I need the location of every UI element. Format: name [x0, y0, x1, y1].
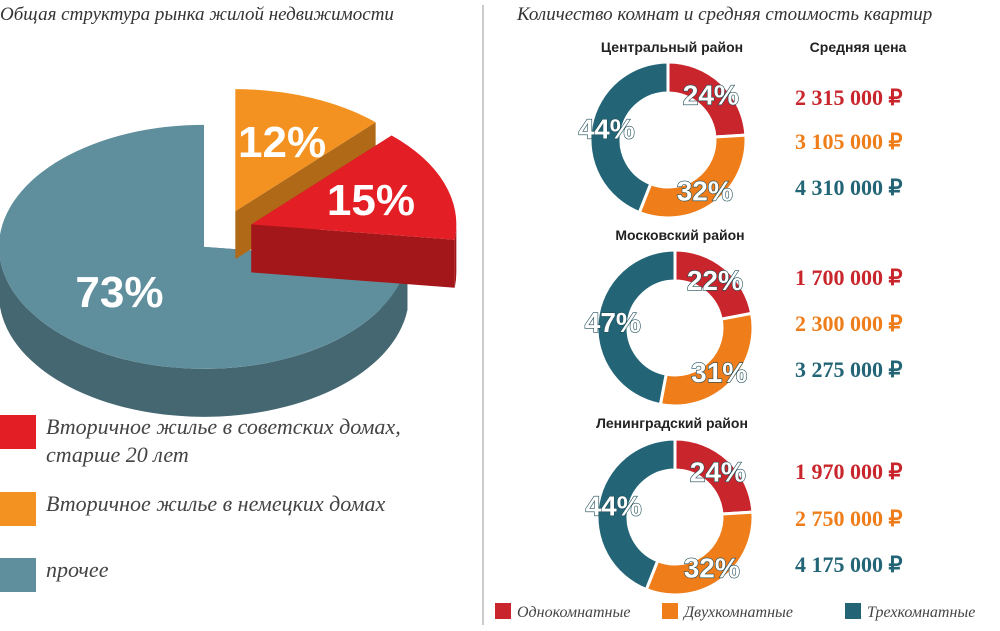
legend-item: Вторичное жилье в немецких домах: [46, 491, 386, 516]
legend-swatch: [0, 415, 36, 449]
donut-segment: [637, 133, 748, 220]
price-header: Средняя цена: [810, 39, 907, 55]
pie-slice: [251, 135, 457, 240]
donut-label: 24%: [690, 456, 746, 487]
donut-segment: [588, 60, 670, 215]
pie-label: 73%: [75, 268, 163, 317]
donut-label: 24%: [683, 79, 739, 110]
pie-label: 12%: [238, 118, 326, 167]
legend-label: прочее: [46, 557, 109, 582]
legend-label: Вторичное жилье в советских домах, старш…: [46, 414, 401, 467]
donut-segment: [595, 248, 677, 407]
donut-title: Центральный район: [601, 39, 743, 55]
legend-swatch: [0, 558, 36, 592]
donut-label: 47%: [585, 307, 641, 338]
pie-slice: [0, 124, 408, 369]
price: 4 175 000 ₽: [795, 552, 903, 577]
legend-swatch: [0, 492, 36, 526]
slice-side: [0, 258, 408, 417]
donut-title: Московский район: [615, 227, 744, 243]
legend-label: Однокомнатные: [517, 604, 630, 621]
legend-swatch: [662, 603, 678, 619]
pie-slice: [235, 89, 376, 212]
donut-label: 44%: [586, 490, 642, 521]
donut-label: 22%: [687, 265, 743, 296]
price: 4 310 000 ₽: [795, 175, 903, 200]
donut-title: Ленинградский район: [596, 415, 748, 431]
price: 2 750 000 ₽: [795, 506, 903, 531]
legend-label: Двухкомнатные: [682, 604, 793, 621]
legend-item: прочее: [46, 557, 109, 582]
legend-swatch: [495, 603, 511, 619]
price: 1 700 000 ₽: [795, 265, 903, 290]
legend-swatch: [845, 603, 861, 619]
donut-segment: [595, 437, 677, 592]
price: 3 105 000 ₽: [795, 129, 903, 154]
slice-side: [454, 224, 457, 288]
price: 3 275 000 ₽: [795, 357, 903, 382]
price: 1 970 000 ₽: [795, 459, 903, 484]
donut-segment: [644, 510, 755, 597]
donut-label: 31%: [691, 357, 747, 388]
donut-label: 32%: [677, 176, 733, 207]
legend-item: Вторичное жилье в советских домах, старш…: [46, 414, 401, 467]
left-title: Общая структура рынка жилой недвижимости: [0, 4, 394, 25]
price: 2 300 000 ₽: [795, 311, 903, 336]
legend-label: Трехкомнатные: [867, 604, 975, 621]
legend-label: Вторичное жилье в немецких домах: [46, 491, 386, 516]
donut-label: 44%: [579, 113, 635, 144]
slice-wall: [251, 224, 455, 288]
donut-label: 32%: [684, 553, 740, 584]
right-title: Количество комнат и средняя стоимость кв…: [516, 4, 932, 25]
price: 2 315 000 ₽: [795, 85, 903, 110]
pie-label: 15%: [327, 176, 415, 225]
